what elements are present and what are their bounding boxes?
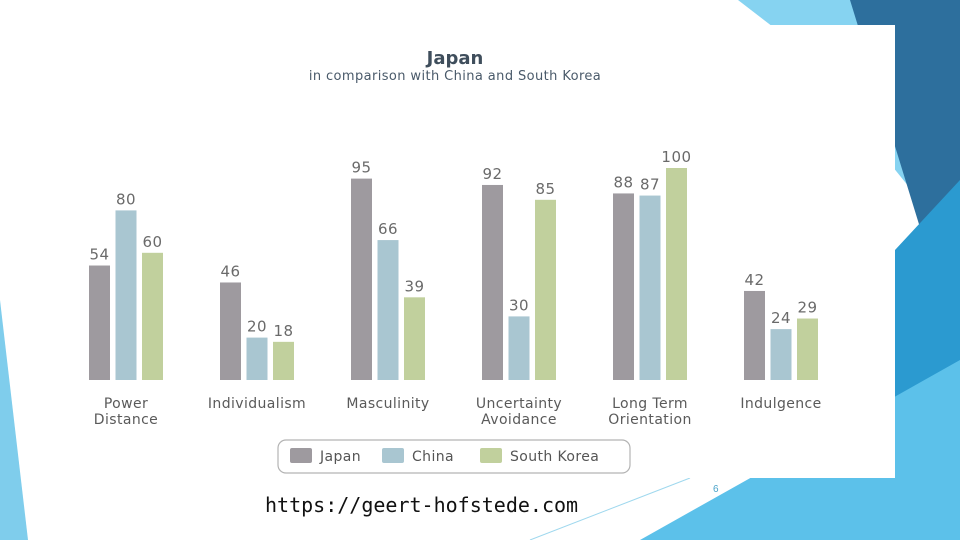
value-label-japan-long-term-orientation: 88	[613, 173, 633, 191]
value-label-south-korea-masculinity: 39	[404, 277, 424, 295]
bar-japan-masculinity	[351, 178, 372, 380]
bar-south-korea-uncertainty-avoidance	[535, 199, 556, 380]
category-label-power-distance-line-1: Power	[104, 396, 148, 412]
bar-japan-uncertainty-avoidance	[482, 184, 503, 380]
value-label-japan-masculinity: 95	[351, 159, 371, 177]
deco-thin-line	[529, 477, 691, 540]
bar-china-uncertainty-avoidance	[508, 316, 530, 380]
legend-swatch-japan	[290, 448, 312, 463]
slide-number: 6	[713, 484, 719, 495]
source-url: https://geert-hofstede.com	[265, 493, 579, 517]
category-label-indulgence: Indulgence	[740, 396, 821, 412]
bar-china-individualism	[246, 337, 268, 380]
bar-south-korea-long-term-orientation	[666, 168, 687, 380]
chart-panel: Japan in comparison with China and South…	[28, 25, 895, 478]
value-label-china-long-term-orientation: 87	[640, 176, 660, 194]
legend-frame	[277, 439, 631, 474]
value-label-china-power-distance: 80	[116, 190, 136, 208]
bar-south-korea-indulgence	[797, 318, 818, 380]
category-label-masculinity: Masculinity	[346, 396, 429, 412]
chart-title: Japan	[425, 48, 484, 69]
value-label-japan-uncertainty-avoidance: 92	[482, 165, 502, 183]
bar-china-masculinity	[377, 240, 399, 380]
bar-china-indulgence	[770, 329, 792, 380]
legend-label-china: China	[412, 449, 454, 465]
bar-south-korea-masculinity	[404, 297, 425, 380]
chart-subtitle: in comparison with China and South Korea	[309, 69, 601, 84]
bar-chart: Japan in comparison with China and South…	[89, 48, 821, 474]
value-label-china-individualism: 20	[247, 318, 267, 336]
value-label-south-korea-individualism: 18	[273, 322, 293, 340]
category-label-individualism: Individualism	[208, 396, 306, 412]
value-label-south-korea-indulgence: 29	[797, 299, 817, 317]
legend-swatch-south-korea	[480, 448, 502, 463]
legend: Japan China South Korea	[277, 439, 631, 474]
legend-label-japan: Japan	[319, 449, 361, 465]
bar-china-long-term-orientation	[639, 195, 661, 380]
category-label-long-term-orientation-line-2: Orientation	[608, 412, 691, 428]
bar-china-power-distance	[115, 210, 137, 380]
category-label-power-distance-line-2: Distance	[94, 412, 158, 428]
bars-layer	[89, 168, 818, 380]
value-label-south-korea-uncertainty-avoidance: 85	[535, 180, 555, 198]
legend-swatch-china	[382, 448, 404, 463]
bar-japan-individualism	[220, 282, 241, 380]
value-label-china-indulgence: 24	[771, 309, 791, 327]
value-label-south-korea-long-term-orientation: 100	[661, 148, 691, 166]
category-label-long-term-orientation-line-1: Long Term	[612, 396, 688, 412]
bar-japan-power-distance	[89, 265, 110, 380]
category-label-uncertainty-avoidance-line-1: Uncertainty	[476, 396, 562, 412]
bar-south-korea-individualism	[273, 341, 294, 380]
bar-japan-indulgence	[744, 290, 765, 380]
value-label-japan-indulgence: 42	[744, 271, 764, 289]
bar-south-korea-power-distance	[142, 252, 163, 380]
category-label-uncertainty-avoidance-line-2: Avoidance	[481, 412, 557, 428]
legend-label-south-korea: South Korea	[510, 449, 599, 465]
bar-japan-long-term-orientation	[613, 193, 634, 380]
value-label-china-uncertainty-avoidance: 30	[509, 296, 529, 314]
value-label-china-masculinity: 66	[378, 220, 398, 238]
value-label-japan-power-distance: 54	[89, 246, 109, 264]
value-label-japan-individualism: 46	[220, 262, 240, 280]
value-label-south-korea-power-distance: 60	[142, 233, 162, 251]
deco-left-sliver	[0, 300, 28, 540]
